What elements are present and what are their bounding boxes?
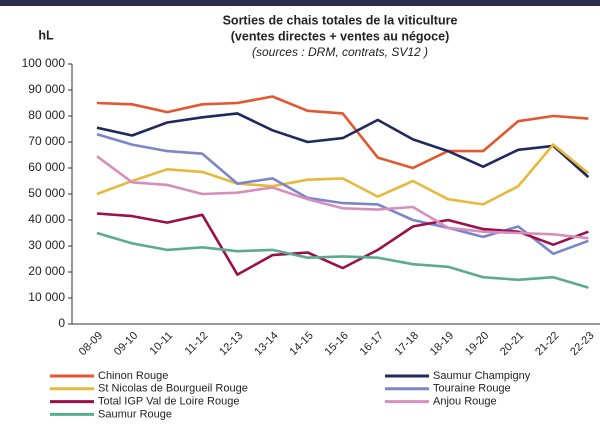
line-series	[96, 95, 589, 170]
legend-label: St Nicolas de Bourgueil Rouge	[98, 383, 248, 395]
y-tick-label: 40 000	[28, 212, 65, 226]
x-tick-label: 22-23	[568, 330, 596, 358]
x-tick-label: 12-13	[217, 330, 245, 358]
x-tick-label: 10-11	[148, 330, 176, 358]
line-series	[96, 155, 589, 240]
x-tick-label: 09-10	[112, 330, 140, 358]
line-series	[96, 143, 590, 206]
x-tick-label: 18-19	[428, 330, 456, 358]
chart-source: (sources : DRM, contrats, SV12 )	[252, 45, 428, 59]
y-tick-label: 70 000	[28, 134, 65, 148]
x-tick-label: 13-14	[252, 330, 280, 358]
y-tick-label: 10 000	[28, 290, 65, 304]
y-tick-label: 30 000	[28, 238, 65, 252]
line-series	[96, 212, 589, 276]
x-tick-label: 14-15	[287, 330, 315, 358]
x-tick-label: 19-20	[463, 330, 491, 358]
legend-label: Touraine Rouge	[433, 383, 511, 395]
y-tick-label: 80 000	[28, 108, 65, 122]
chart-title: Sorties de chais totales de la viticultu…	[223, 13, 458, 27]
y-axis-label: hL	[38, 28, 54, 42]
line-series	[96, 231, 589, 289]
y-tick-label: 20 000	[28, 264, 65, 278]
legend-label: Total IGP Val de Loire Rouge	[98, 396, 239, 408]
x-tick-label: 08-09	[77, 330, 105, 358]
y-tick-label: 60 000	[28, 160, 65, 174]
legend-label: Saumur Champigny	[433, 370, 531, 382]
x-tick-label: 15-16	[322, 330, 350, 358]
chart-subtitle: (ventes directes + ventes au négoce)	[231, 29, 450, 43]
y-tick-label: 90 000	[28, 82, 65, 96]
legend-label: Chinon Rouge	[98, 370, 168, 382]
x-tick-label: 17-18	[393, 330, 421, 358]
y-tick-label: 100 000	[22, 56, 66, 70]
legend-label: Anjou Rouge	[433, 396, 497, 408]
y-tick-label: 50 000	[28, 186, 65, 200]
line-series	[96, 112, 590, 179]
y-tick-label: 0	[58, 316, 65, 330]
legend-label: Saumur Rouge	[98, 408, 172, 420]
top-bar	[0, 0, 600, 6]
x-tick-label: 20-21	[498, 330, 526, 358]
x-tick-label: 21-22	[533, 330, 561, 358]
x-tick-label: 16-17	[358, 330, 386, 358]
x-tick-label: 11-12	[183, 330, 211, 358]
